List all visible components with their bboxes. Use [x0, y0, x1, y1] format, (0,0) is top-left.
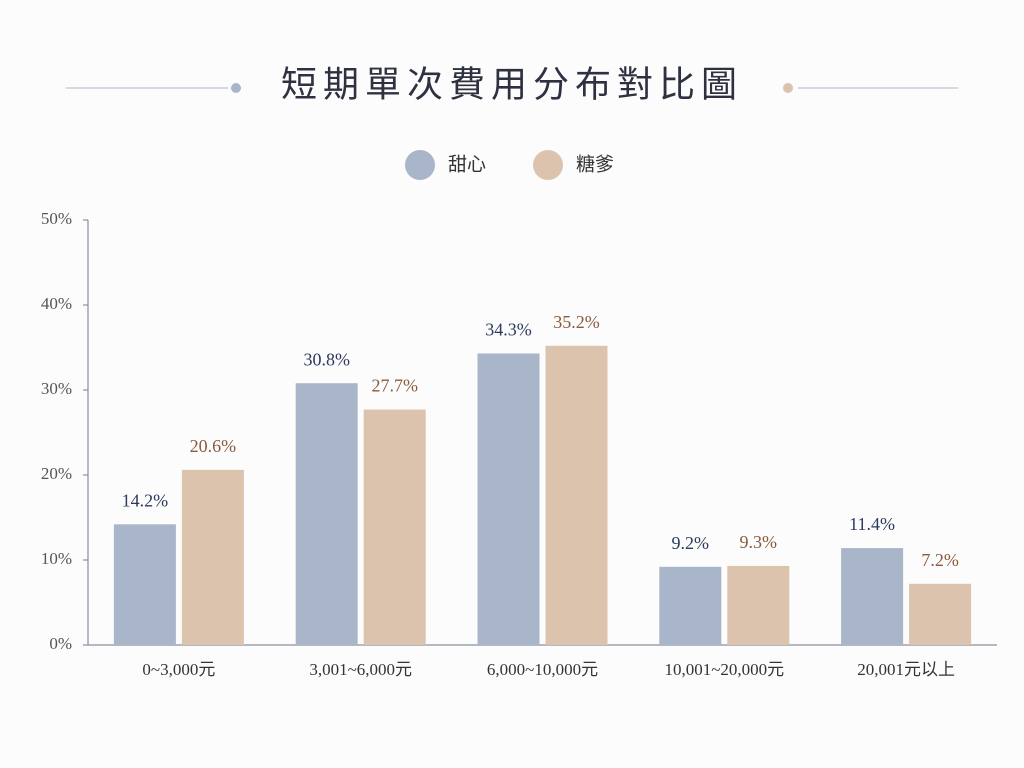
- bar: [841, 548, 904, 645]
- value-label: 20.6%: [190, 436, 237, 456]
- legend-swatch: [405, 150, 435, 180]
- legend-label: 甜心: [448, 153, 486, 175]
- title-decoration: [783, 83, 793, 93]
- x-tick-label: 3,001~6,000元: [309, 660, 412, 679]
- value-label: 35.2%: [553, 312, 600, 332]
- x-tick-label: 20,001元以上: [857, 660, 955, 679]
- bar: [181, 469, 244, 645]
- legend-swatch: [533, 150, 563, 180]
- y-tick-label: 10%: [41, 549, 72, 568]
- bar: [909, 583, 972, 645]
- value-label: 9.3%: [740, 532, 778, 552]
- legend-label: 糖爹: [576, 153, 614, 175]
- y-tick-label: 0%: [49, 634, 72, 653]
- value-label: 14.2%: [122, 490, 169, 510]
- y-tick-label: 40%: [41, 294, 72, 313]
- bar: [477, 353, 540, 645]
- x-tick-label: 6,000~10,000元: [487, 660, 598, 679]
- y-tick-label: 50%: [41, 209, 72, 228]
- x-tick-label: 10,001~20,000元: [664, 660, 784, 679]
- y-tick-label: 20%: [41, 464, 72, 483]
- bar: [113, 524, 176, 645]
- y-tick-label: 30%: [41, 379, 72, 398]
- bar: [363, 409, 426, 645]
- bar: [659, 566, 722, 645]
- bar: [727, 565, 790, 645]
- value-label: 9.2%: [672, 533, 710, 553]
- x-tick-label: 0~3,000元: [142, 660, 215, 679]
- value-label: 34.3%: [485, 320, 532, 340]
- value-label: 27.7%: [371, 376, 418, 396]
- bar: [545, 345, 608, 645]
- value-label: 11.4%: [849, 514, 895, 534]
- value-label: 30.8%: [303, 349, 350, 369]
- chart-title: 短期單次費用分布對比圖: [281, 64, 743, 104]
- value-label: 7.2%: [921, 550, 959, 570]
- bar: [295, 383, 358, 645]
- title-decoration: [231, 83, 241, 93]
